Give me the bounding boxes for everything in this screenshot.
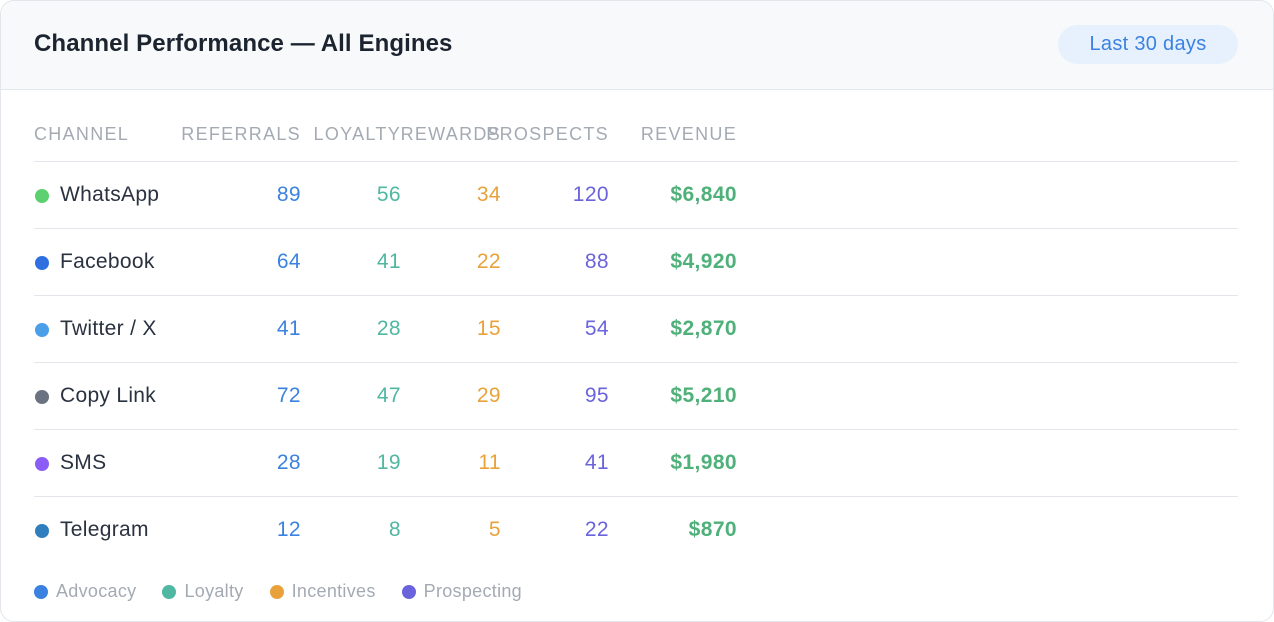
rewards-value: 15 — [476, 317, 501, 340]
loyalty-value: 19 — [376, 451, 401, 474]
channel-dot-icon — [35, 390, 49, 404]
table-row[interactable]: SMS 28 19 11 41 $1,980 — [34, 430, 1238, 497]
legend-dot-icon — [162, 584, 177, 599]
channel-dot-icon — [35, 323, 49, 337]
table-row[interactable]: Telegram 12 8 5 22 $870 — [34, 497, 1238, 564]
channel-name: Facebook — [60, 250, 155, 273]
prospects-value: 41 — [584, 451, 609, 474]
table-header: CHANNEL REFERRALS LOYALTY REWARDS PROSPE… — [34, 91, 1238, 162]
date-range-badge[interactable]: Last 30 days — [1058, 25, 1238, 64]
rewards-value: 22 — [476, 250, 501, 273]
loyalty-value: 8 — [388, 518, 401, 541]
loyalty-value: 41 — [376, 250, 401, 273]
channel-name: SMS — [60, 451, 107, 474]
referrals-value: 12 — [276, 518, 301, 541]
rewards-value: 34 — [476, 183, 501, 206]
legend-label: Prospecting — [423, 581, 522, 601]
revenue-value: $870 — [688, 518, 737, 541]
legend-item-incentives[interactable]: Incentives — [269, 581, 376, 602]
card-header: Channel Performance — All Engines Last 3… — [1, 1, 1273, 90]
legend-dot-icon — [269, 584, 284, 599]
card-title: Channel Performance — All Engines — [34, 30, 453, 57]
prospects-value: 22 — [584, 518, 609, 541]
referrals-value: 41 — [276, 317, 301, 340]
channel-name: WhatsApp — [60, 183, 160, 206]
channel-name: Twitter / X — [60, 317, 157, 340]
prospects-value: 120 — [572, 183, 609, 206]
column-header-referrals[interactable]: REFERRALS — [181, 124, 301, 144]
legend-label: Incentives — [291, 581, 376, 601]
referrals-value: 64 — [276, 250, 301, 273]
channel-dot-icon — [35, 457, 49, 471]
legend-dot-icon — [34, 584, 48, 599]
revenue-value: $6,840 — [670, 183, 737, 206]
legend-dot-icon — [401, 584, 416, 599]
revenue-value: $5,210 — [670, 384, 737, 407]
column-header-prospects[interactable]: PROSPECTS — [486, 124, 609, 144]
prospects-value: 88 — [584, 250, 609, 273]
rewards-value: 5 — [488, 518, 501, 541]
referrals-value: 89 — [276, 183, 301, 206]
table-row[interactable]: WhatsApp 89 56 34 120 $6,840 — [34, 162, 1238, 229]
revenue-value: $1,980 — [670, 451, 737, 474]
legend-label: Loyalty — [184, 581, 244, 601]
channel-dot-icon — [35, 524, 49, 538]
column-header-revenue[interactable]: REVENUE — [640, 124, 737, 144]
legend-item-loyalty[interactable]: Loyalty — [162, 581, 243, 602]
legend-item-advocacy[interactable]: Advocacy — [34, 581, 136, 602]
loyalty-value: 28 — [376, 317, 401, 340]
prospects-value: 54 — [584, 317, 609, 340]
channel-name: Telegram — [60, 518, 149, 541]
channel-dot-icon — [35, 189, 49, 203]
prospects-value: 95 — [584, 384, 609, 407]
referrals-value: 28 — [276, 451, 301, 474]
table-row[interactable]: Facebook 64 41 22 88 $4,920 — [34, 229, 1238, 296]
channel-dot-icon — [35, 256, 49, 270]
rewards-value: 11 — [478, 451, 501, 474]
referrals-value: 72 — [276, 384, 301, 407]
revenue-value: $2,870 — [670, 317, 737, 340]
column-header-loyalty[interactable]: LOYALTY — [313, 124, 401, 144]
channel-table: CHANNEL REFERRALS LOYALTY REWARDS PROSPE… — [34, 91, 1238, 564]
column-header-rewards[interactable]: REWARDS — [400, 124, 501, 144]
legend-item-prospecting[interactable]: Prospecting — [401, 581, 522, 602]
loyalty-value: 56 — [376, 183, 401, 206]
column-header-channel[interactable]: CHANNEL — [34, 124, 130, 144]
legend-label: Advocacy — [56, 581, 137, 601]
loyalty-value: 47 — [376, 384, 401, 407]
revenue-value: $4,920 — [670, 250, 737, 273]
table-row[interactable]: Twitter / X 41 28 15 54 $2,870 — [34, 296, 1238, 363]
rewards-value: 29 — [476, 384, 501, 407]
table-row[interactable]: Copy Link 72 47 29 95 $5,210 — [34, 363, 1238, 430]
legend: Advocacy Loyalty Incentives Prospecting — [34, 581, 548, 602]
channel-name: Copy Link — [60, 384, 157, 407]
